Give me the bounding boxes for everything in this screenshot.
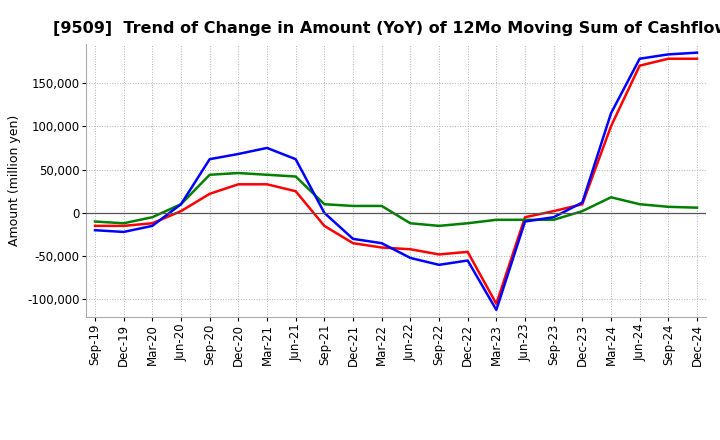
Investing Cashflow bbox=[693, 205, 701, 210]
Operating Cashflow bbox=[578, 202, 587, 207]
Operating Cashflow bbox=[120, 223, 128, 228]
Operating Cashflow bbox=[464, 249, 472, 254]
Free Cashflow bbox=[292, 157, 300, 162]
Free Cashflow bbox=[176, 202, 185, 207]
Free Cashflow bbox=[91, 227, 99, 233]
Operating Cashflow bbox=[205, 191, 214, 197]
Free Cashflow bbox=[521, 219, 529, 224]
Operating Cashflow bbox=[292, 189, 300, 194]
Line: Investing Cashflow: Investing Cashflow bbox=[95, 173, 697, 226]
Free Cashflow bbox=[549, 215, 558, 220]
Free Cashflow bbox=[377, 241, 386, 246]
Operating Cashflow bbox=[664, 56, 672, 61]
Investing Cashflow bbox=[148, 215, 157, 220]
Investing Cashflow bbox=[377, 203, 386, 209]
Operating Cashflow bbox=[635, 63, 644, 68]
Operating Cashflow bbox=[263, 182, 271, 187]
Free Cashflow bbox=[406, 255, 415, 260]
Investing Cashflow bbox=[348, 203, 357, 209]
Operating Cashflow bbox=[176, 209, 185, 214]
Investing Cashflow bbox=[549, 217, 558, 223]
Free Cashflow bbox=[464, 258, 472, 263]
Operating Cashflow bbox=[693, 56, 701, 61]
Operating Cashflow bbox=[607, 124, 616, 129]
Investing Cashflow bbox=[578, 209, 587, 214]
Free Cashflow bbox=[348, 236, 357, 242]
Investing Cashflow bbox=[607, 194, 616, 200]
Operating Cashflow bbox=[91, 223, 99, 228]
Free Cashflow bbox=[435, 262, 444, 268]
Free Cashflow bbox=[263, 145, 271, 150]
Y-axis label: Amount (million yen): Amount (million yen) bbox=[9, 115, 22, 246]
Operating Cashflow bbox=[377, 245, 386, 250]
Free Cashflow bbox=[607, 110, 616, 116]
Investing Cashflow bbox=[664, 204, 672, 209]
Line: Free Cashflow: Free Cashflow bbox=[95, 53, 697, 310]
Free Cashflow bbox=[148, 223, 157, 228]
Operating Cashflow bbox=[348, 241, 357, 246]
Investing Cashflow bbox=[91, 219, 99, 224]
Investing Cashflow bbox=[234, 170, 243, 176]
Free Cashflow bbox=[635, 56, 644, 61]
Operating Cashflow bbox=[521, 215, 529, 220]
Investing Cashflow bbox=[406, 220, 415, 226]
Title: [9509]  Trend of Change in Amount (YoY) of 12Mo Moving Sum of Cashflows: [9509] Trend of Change in Amount (YoY) o… bbox=[53, 21, 720, 36]
Free Cashflow bbox=[320, 210, 328, 216]
Operating Cashflow bbox=[234, 182, 243, 187]
Investing Cashflow bbox=[521, 217, 529, 223]
Operating Cashflow bbox=[148, 220, 157, 226]
Operating Cashflow bbox=[406, 246, 415, 252]
Investing Cashflow bbox=[292, 174, 300, 179]
Free Cashflow bbox=[693, 50, 701, 55]
Investing Cashflow bbox=[464, 220, 472, 226]
Free Cashflow bbox=[234, 151, 243, 157]
Free Cashflow bbox=[578, 200, 587, 205]
Free Cashflow bbox=[492, 307, 500, 312]
Line: Operating Cashflow: Operating Cashflow bbox=[95, 59, 697, 304]
Free Cashflow bbox=[205, 157, 214, 162]
Free Cashflow bbox=[664, 52, 672, 57]
Investing Cashflow bbox=[435, 223, 444, 228]
Investing Cashflow bbox=[635, 202, 644, 207]
Free Cashflow bbox=[120, 229, 128, 235]
Investing Cashflow bbox=[205, 172, 214, 177]
Investing Cashflow bbox=[263, 172, 271, 177]
Operating Cashflow bbox=[549, 209, 558, 214]
Investing Cashflow bbox=[120, 220, 128, 226]
Operating Cashflow bbox=[435, 252, 444, 257]
Investing Cashflow bbox=[176, 202, 185, 207]
Investing Cashflow bbox=[320, 202, 328, 207]
Operating Cashflow bbox=[492, 301, 500, 306]
Operating Cashflow bbox=[320, 223, 328, 228]
Investing Cashflow bbox=[492, 217, 500, 223]
